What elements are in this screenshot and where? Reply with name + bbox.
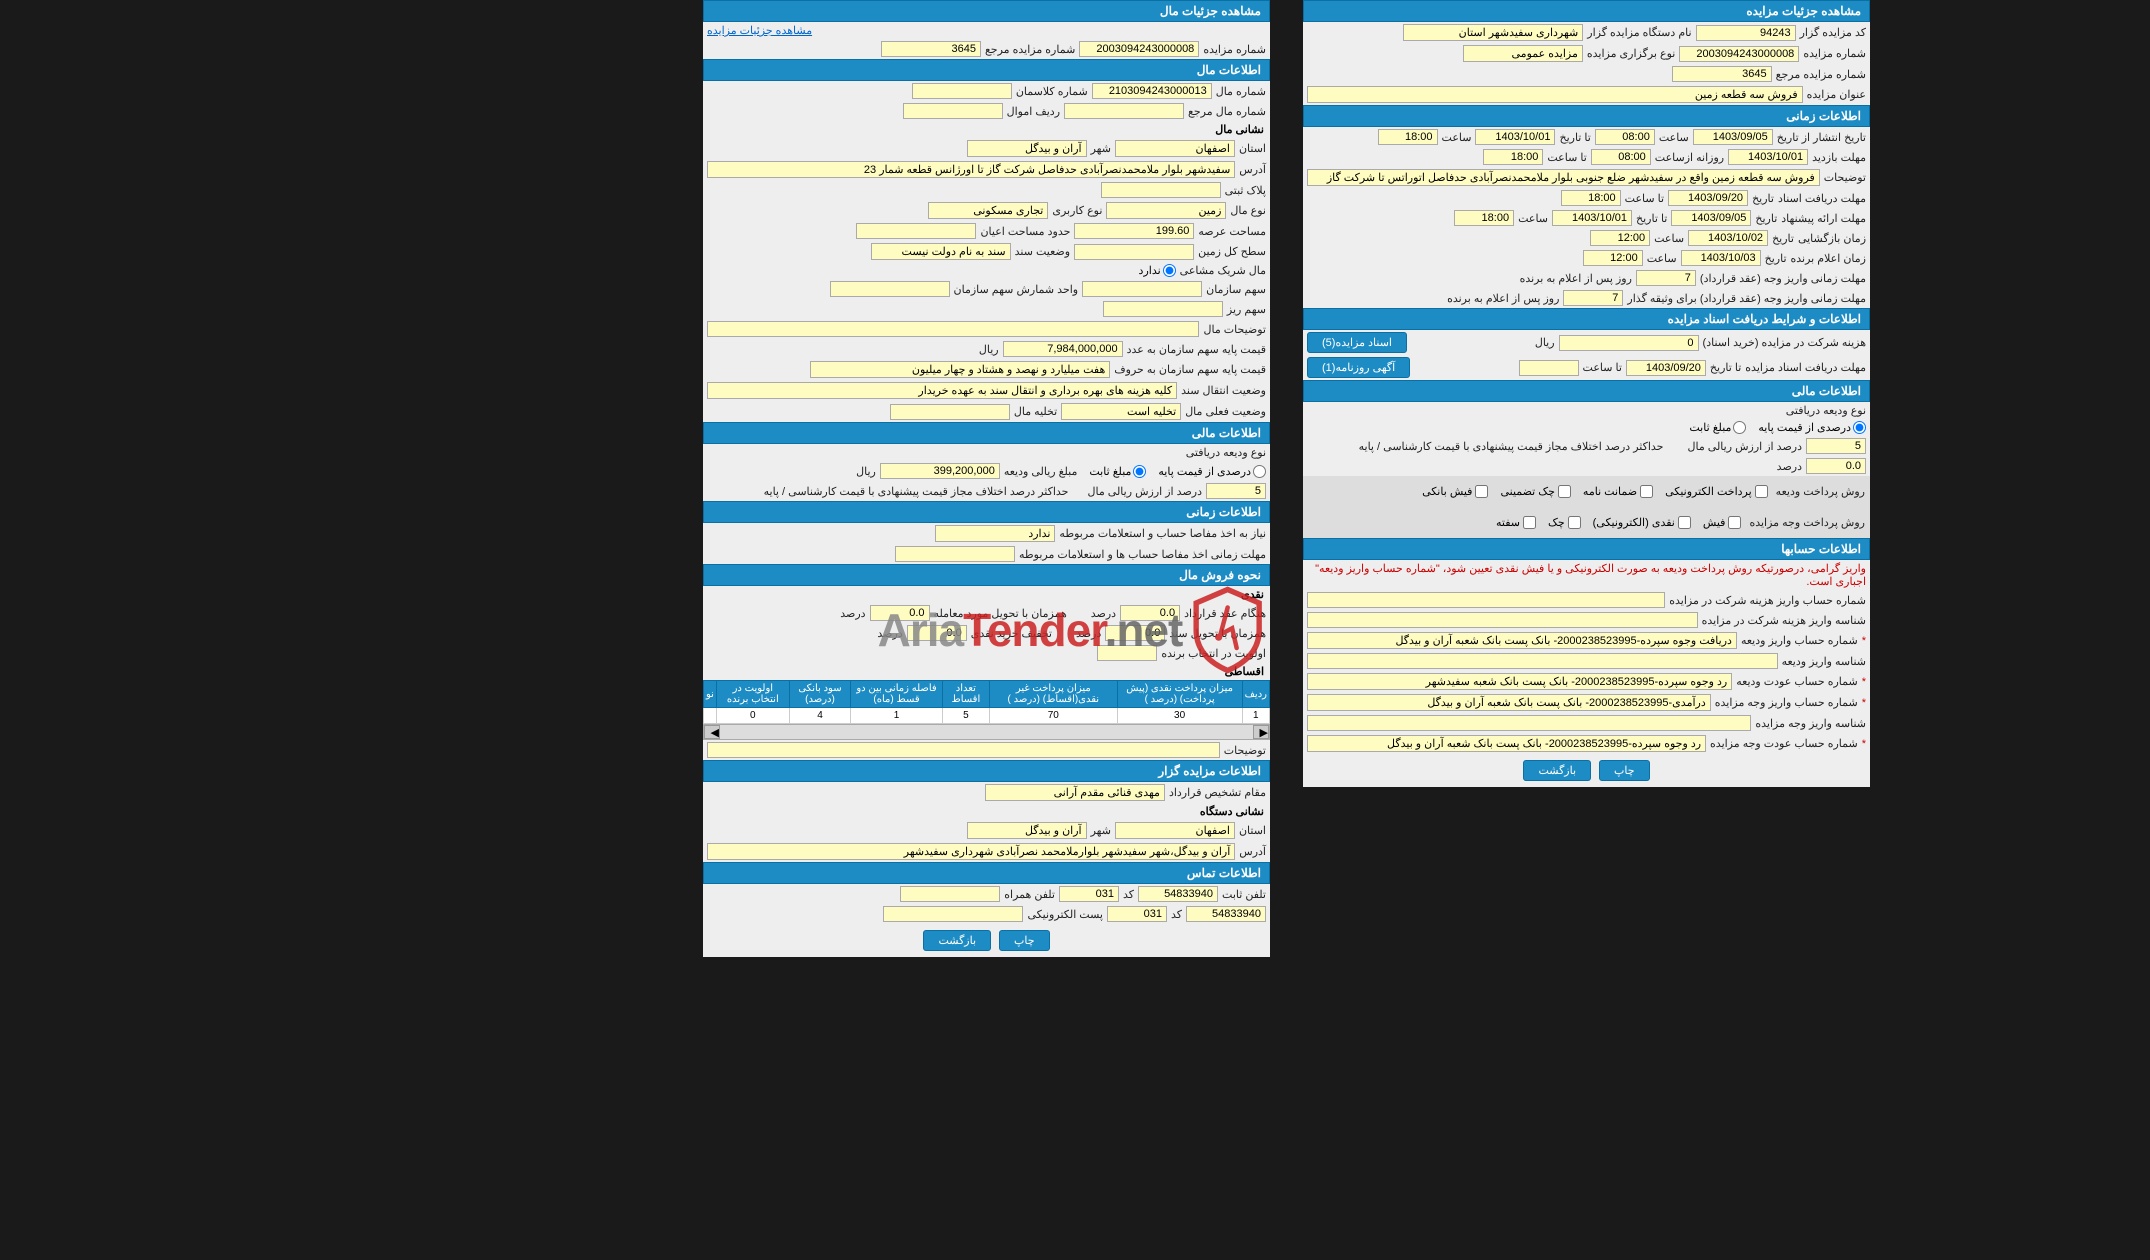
pub-from-label: تاریخ انتشار از تاریخ — [1777, 131, 1866, 144]
check-guarantee-check[interactable] — [1558, 485, 1571, 498]
elec-pay-check[interactable] — [1755, 485, 1768, 498]
title-field: فروش سه قطعه زمین — [1307, 86, 1803, 103]
auction-no-field: 2003094243000008 — [1679, 46, 1799, 62]
section-property-details: مشاهده جزئیات مال — [703, 0, 1270, 22]
cash-elec-check[interactable] — [1678, 516, 1691, 529]
slip-check[interactable] — [1728, 516, 1741, 529]
scroll-left-icon[interactable]: ◀ — [704, 725, 720, 739]
org-location-subheader: نشانی دستگاه — [703, 803, 1270, 820]
section-sale-method: نحوه فروش مال — [703, 564, 1270, 586]
location-subheader: نشانی مال — [703, 121, 1270, 138]
code-field: 94243 — [1696, 25, 1796, 41]
section-auctioneer: اطلاعات مزایده گزار — [703, 760, 1270, 782]
back-button[interactable]: بازگشت — [1523, 760, 1591, 781]
section-timing: اطلاعات زمانی — [1303, 105, 1870, 127]
desc-field: فروش سه قطعه زمین واقع در سفیدشهر ضلع جن… — [1307, 169, 1820, 186]
pub-to-time: 18:00 — [1378, 129, 1438, 145]
ref-label: شماره مزایده مرجع — [1776, 68, 1866, 81]
section-docs: اطلاعات و شرایط دریافت اسناد مزایده — [1303, 308, 1870, 330]
type-field: مزایده عمومی — [1463, 45, 1583, 62]
section-property-info: اطلاعات مال — [703, 59, 1270, 81]
device-field: شهرداری سفیدشهر استان — [1403, 24, 1583, 41]
newspaper-button[interactable]: آگهی روزنامه(1) — [1307, 357, 1410, 378]
auction-details-panel: مشاهده جزئیات مزایده کد مزایده گزار 9424… — [1303, 0, 1870, 787]
warning-text: واریز گرامی، درصورتیکه روش پرداخت ودیعه … — [1307, 562, 1866, 588]
device-label: نام دستگاه مزایده گزار — [1587, 26, 1691, 39]
scroll-right-icon[interactable]: ▶ — [1253, 725, 1269, 739]
guarantee-check[interactable] — [1640, 485, 1653, 498]
section-contact: اطلاعات تماس — [703, 862, 1270, 884]
fixed-radio[interactable] — [1733, 421, 1746, 434]
back-button-left[interactable]: بازگشت — [923, 930, 991, 951]
bank-slip-check[interactable] — [1475, 485, 1488, 498]
section-timing-left: اطلاعات زمانی — [703, 501, 1270, 523]
type-label: نوع برگزاری مزایده — [1587, 47, 1675, 60]
property-details-panel: مشاهده جزئیات مال مشاهده جزئیات مزایده ش… — [703, 0, 1270, 957]
section-financial-left: اطلاعات مالی — [703, 422, 1270, 444]
pub-from-date: 1403/09/05 — [1693, 129, 1773, 145]
section-accounts: اطلاعات حسابها — [1303, 538, 1870, 560]
check-check[interactable] — [1568, 516, 1581, 529]
print-button[interactable]: چاپ — [1599, 760, 1650, 781]
ref-field: 3645 — [1672, 66, 1772, 82]
auction-no-label: شماره مزایده — [1803, 47, 1866, 60]
view-auction-link[interactable]: مشاهده جزئیات مزایده — [707, 24, 812, 37]
percent-radio[interactable] — [1853, 421, 1866, 434]
code-label: کد مزایده گزار — [1800, 26, 1866, 39]
section-auction-details: مشاهده جزئیات مزایده — [1303, 0, 1870, 22]
section-financial: اطلاعات مالی — [1303, 380, 1870, 402]
installment-table: ردیفمیزان پرداخت نقدی (پیش پرداخت) (درصد… — [703, 680, 1270, 724]
docs-button[interactable]: اسناد مزایده(5) — [1307, 332, 1407, 353]
pub-from-time: 08:00 — [1595, 129, 1655, 145]
desc-label: توضیحات — [1824, 171, 1866, 184]
no-shared-radio[interactable] — [1163, 264, 1176, 277]
title-label: عنوان مزایده — [1807, 88, 1866, 101]
pub-to-date: 1403/10/01 — [1475, 129, 1555, 145]
print-button-left[interactable]: چاپ — [999, 930, 1050, 951]
safteh-check[interactable] — [1523, 516, 1536, 529]
table-scrollbar[interactable]: ▶ ◀ — [703, 724, 1270, 740]
visit-label: مهلت بازدید — [1812, 151, 1866, 164]
